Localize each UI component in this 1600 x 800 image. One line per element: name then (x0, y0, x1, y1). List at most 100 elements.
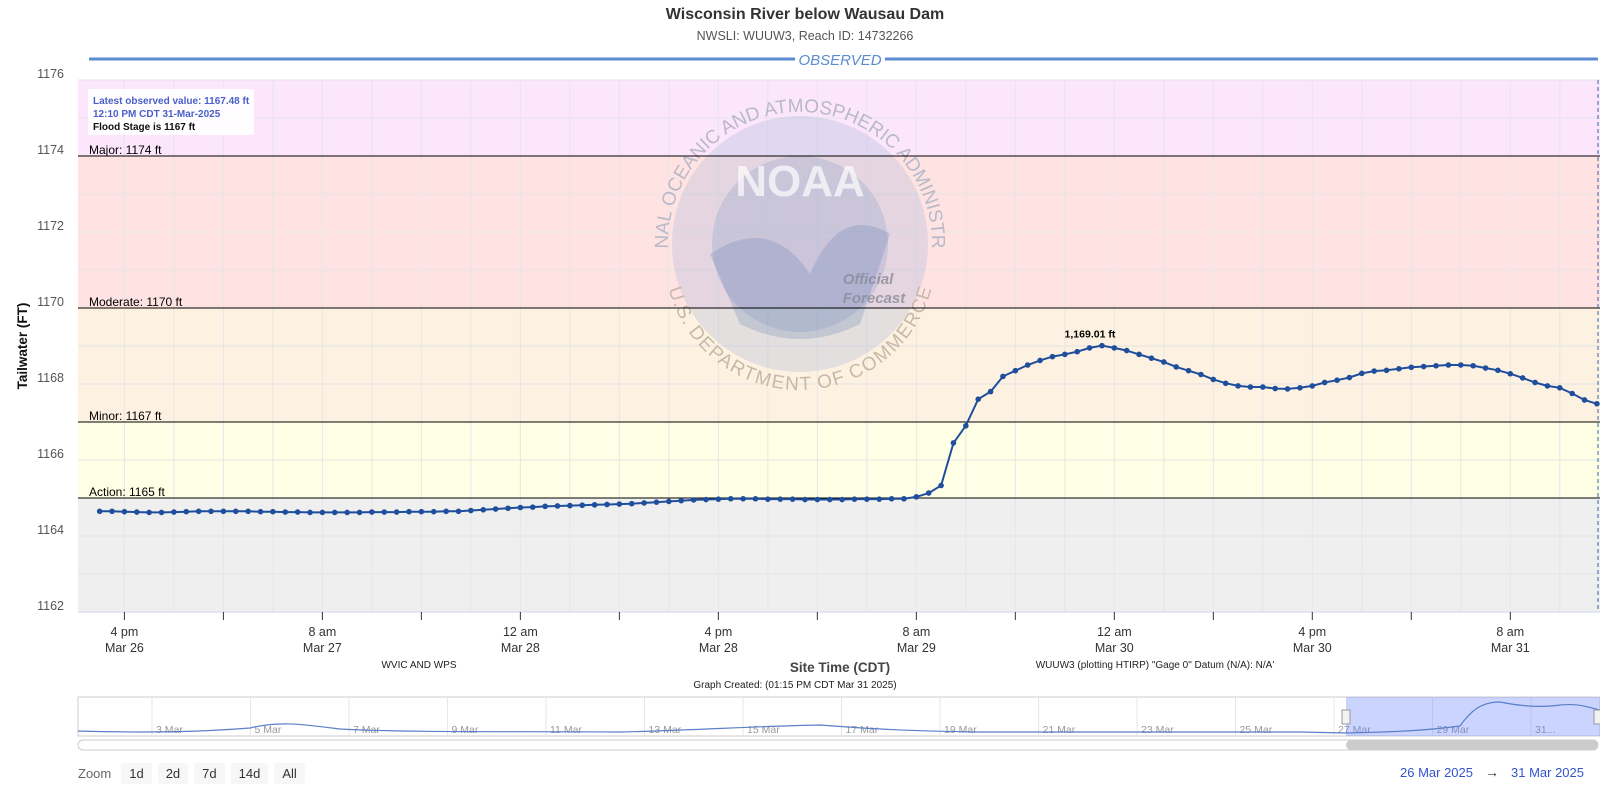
data-point (591, 502, 598, 508)
data-point (666, 498, 672, 505)
zoom-all-button[interactable]: All (274, 763, 305, 784)
data-point (1383, 367, 1390, 374)
data-point (443, 508, 449, 515)
observed-label: OBSERVED (798, 52, 881, 69)
data-point (1408, 364, 1415, 371)
data-point (727, 495, 734, 502)
x-tick-label-time: 8 am (1496, 625, 1524, 639)
data-point (1544, 383, 1551, 389)
data-point (1062, 351, 1068, 358)
data-point (96, 508, 103, 515)
data-point (1024, 362, 1031, 368)
data-point (579, 502, 586, 509)
range-arrow: → (1485, 764, 1499, 780)
official-stamp-line1: Official (843, 271, 894, 288)
data-point (963, 423, 969, 429)
data-point (690, 497, 697, 503)
data-point (1297, 385, 1303, 391)
data-point (381, 509, 388, 515)
data-point (567, 502, 573, 509)
data-point (1532, 379, 1538, 386)
chart-subtitle: NWSLI: WUUW3, Reach ID: 14732266 (696, 29, 914, 43)
y-tick-label: 1176 (37, 67, 64, 81)
data-point (604, 501, 610, 508)
x-tick-label-date: Mar 30 (1293, 641, 1332, 655)
flood-label-action: Action: 1165 ft (89, 485, 165, 499)
x-tick-label-time: 4 pm (111, 625, 139, 639)
data-point (1173, 364, 1179, 370)
range-from[interactable]: 26 Mar 2025 (1400, 764, 1473, 780)
data-point (1198, 371, 1204, 378)
noaa-logo-inner (712, 156, 888, 332)
flood-label-moderate: Moderate: 1170 ft (89, 295, 183, 309)
navigator-selection[interactable] (1346, 697, 1600, 736)
data-point (616, 501, 623, 507)
x-tick-label-time: 8 am (902, 625, 930, 639)
data-point (1321, 379, 1328, 386)
zoom-bar: Zoom 1d 2d 7d 14d All (78, 763, 305, 784)
data-point (1161, 359, 1167, 365)
info-flood-stage: Flood Stage is 1167 ft (93, 122, 196, 133)
y-tick-label: 1172 (37, 219, 64, 233)
data-point (653, 499, 660, 505)
data-point (1420, 363, 1427, 370)
data-point (245, 508, 251, 515)
data-point (901, 495, 907, 502)
data-point (480, 506, 487, 513)
zoom-14d-button[interactable]: 14d (230, 763, 269, 784)
data-point (1309, 383, 1316, 389)
data-point (1148, 355, 1155, 361)
data-point (455, 508, 462, 515)
data-point (839, 496, 845, 503)
x-tick-label-date: Mar 30 (1095, 641, 1134, 655)
data-point (294, 509, 301, 515)
data-point (319, 509, 326, 516)
data-point (765, 496, 771, 502)
x-tick-label-date: Mar 29 (897, 641, 936, 655)
data-point (195, 508, 202, 515)
data-point (1334, 377, 1340, 384)
range-to[interactable]: 31 Mar 2025 (1511, 764, 1584, 780)
y-tick-label: 1168 (37, 371, 64, 385)
data-point (777, 496, 784, 502)
data-point (331, 509, 338, 516)
scrollbar-thumb[interactable] (1346, 740, 1598, 750)
data-point (307, 509, 313, 516)
data-point (183, 508, 190, 515)
data-point (257, 508, 264, 515)
noaa-logo-text: NOAA (735, 157, 865, 206)
data-point (1000, 373, 1006, 380)
y-tick-label: 1170 (37, 295, 64, 309)
x-tick-label-time: 12 am (1097, 625, 1132, 639)
navigator-left-handle[interactable] (1341, 709, 1351, 725)
official-stamp-line2: Forecast (843, 290, 907, 307)
data-point (406, 508, 412, 515)
navigator-date-label: 17 Mar (846, 724, 879, 736)
data-point (109, 508, 115, 515)
data-point (1210, 376, 1217, 383)
zoom-7d-button[interactable]: 7d (194, 763, 225, 784)
data-point (975, 396, 982, 403)
data-point (1086, 345, 1093, 351)
data-point (1185, 367, 1192, 374)
navigator-date-label: 23 Mar (1141, 724, 1174, 736)
data-point (492, 506, 499, 512)
navigator-series (77, 701, 1600, 734)
navigator-date-label: 11 Mar (550, 724, 582, 736)
navigator-date-label: 29 Mar (1437, 724, 1470, 736)
data-point (1037, 357, 1043, 364)
info-box (88, 89, 254, 135)
navigator-date-label: 9 Mar (452, 724, 479, 736)
data-point (1594, 400, 1600, 407)
data-point (356, 509, 363, 516)
data-point (876, 496, 883, 502)
x-tick-label-date: Mar 27 (303, 641, 342, 655)
x-tick-label-time: 4 pm (704, 625, 732, 639)
flood-label-minor: Minor: 1167 ft (89, 409, 162, 423)
data-point (430, 508, 437, 515)
navigator-right-handle[interactable] (1593, 709, 1600, 725)
zoom-2d-button[interactable]: 2d (157, 763, 189, 784)
data-point (208, 508, 214, 515)
x-tick-label-time: 12 am (503, 625, 538, 639)
zoom-1d-button[interactable]: 1d (121, 763, 152, 784)
